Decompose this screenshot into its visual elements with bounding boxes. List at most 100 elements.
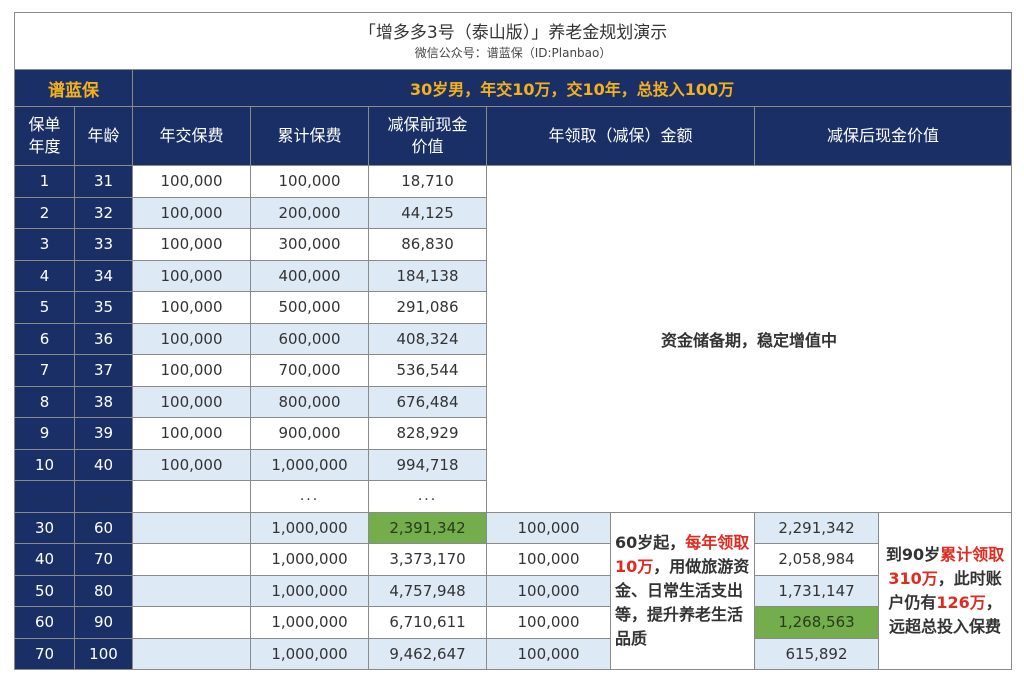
cash-value-cell: 291,086: [368, 291, 487, 324]
cash-value-before-cell: 4,757,948: [368, 574, 487, 607]
cash-value-before-cell: 6,710,611: [368, 606, 487, 639]
age-cell: 37: [74, 354, 133, 387]
withdrawal-cell: 100,000: [486, 637, 611, 670]
cash-value-cell: 44,125: [368, 196, 487, 229]
age-cell: 100: [74, 637, 133, 670]
cumulative-cell: 900,000: [250, 417, 369, 450]
note-text: ，用做旅游资金、日常生活支出等，提升养老生活品质: [615, 556, 750, 648]
cumulative-cell: 100,000: [250, 165, 369, 198]
header-cash-value-before: 减保前现金价值: [368, 106, 487, 166]
scenario-banner: 30岁男，年交10万，交10年，总投入100万: [131, 69, 1013, 107]
cumulative-cell: 400,000: [250, 259, 369, 292]
cash-value-cell: 676,484: [368, 385, 487, 418]
cumulative-cell: 300,000: [250, 228, 369, 261]
policy-year-cell: 5: [14, 291, 75, 324]
summary-note: 到90岁累计领取310万，此时账户仍有126万，远超总投入保费: [877, 511, 1013, 670]
cumulative-cell: 1,000,000: [250, 574, 369, 607]
policy-year-cell: 40: [14, 543, 75, 576]
age-cell: 33: [74, 228, 133, 261]
table-row: 4 34 100,000 400,000 184,138: [14, 259, 1012, 292]
ellipsis-cell: ...: [14, 480, 75, 513]
policy-year-cell: 9: [14, 417, 75, 450]
age-cell: 32: [74, 196, 133, 229]
pension-plan-table: 「增多多3号（泰山版）」养老金规划演示 微信公众号：谱蓝保（ID:Planbao…: [13, 12, 1013, 670]
table-row: 40 70 1,000,000 3,373,170 100,000 2,058,…: [14, 543, 1012, 576]
cash-value-before-cell: 9,462,647: [368, 637, 487, 670]
cumulative-cell: 1,000,000: [250, 606, 369, 639]
accumulation-note: 资金储备期，稳定增值中: [485, 165, 1013, 513]
policy-year-cell: 10: [14, 448, 75, 481]
cash-value-after-cell: 2,058,984: [754, 543, 879, 576]
premium-cell: 100,000: [132, 448, 251, 481]
table-row: 1 31 100,000 100,000 18,710 资金储备期，稳定增值中: [14, 165, 1013, 513]
brand-label: 谱蓝保: [14, 69, 133, 107]
note-text: 到90岁: [885, 544, 941, 564]
withdrawal-cell: 100,000: [486, 543, 611, 576]
withdrawal-cell: 100,000: [486, 574, 611, 607]
cumulative-cell: 700,000: [250, 354, 369, 387]
premium-cell: 100,000: [132, 291, 251, 324]
policy-year-cell: 4: [14, 259, 75, 292]
age-cell: 80: [74, 574, 133, 607]
cash-value-after-cell: 615,892: [754, 637, 879, 670]
table-row: 5 35 100,000 500,000 291,086: [14, 291, 1012, 324]
policy-year-cell: 50: [14, 574, 75, 607]
cash-value-cell: 994,718: [368, 448, 487, 481]
table-row: 70 100 1,000,000 9,462,647 100,000 615,8…: [14, 637, 1012, 670]
cash-value-before-highlight: 2,391,342: [368, 511, 487, 544]
header-annual-premium: 年交保费: [132, 106, 251, 166]
policy-year-cell: 70: [14, 637, 75, 670]
table-row: 9 39 100,000 900,000 828,929: [14, 417, 1012, 450]
policy-year-cell: 30: [14, 511, 75, 544]
premium-cell: 100,000: [132, 259, 251, 292]
ellipsis-row: ... ... ... ...: [14, 480, 1012, 513]
age-cell: 39: [74, 417, 133, 450]
age-cell: 35: [74, 291, 133, 324]
table-row: 60 90 1,000,000 6,710,611 100,000 1,268,…: [14, 606, 1012, 639]
header-policy-year: 保单年度: [14, 106, 75, 166]
premium-cell: 100,000: [132, 165, 251, 198]
header-cash-value-after: 减保后现金价值: [753, 106, 1013, 166]
premium-cell: 100,000: [132, 385, 251, 418]
age-cell: 31: [74, 165, 133, 198]
policy-year-cell: 6: [14, 322, 75, 355]
age-cell: 38: [74, 385, 133, 418]
ellipsis-cell: ...: [74, 480, 133, 513]
table-row: 2 32 100,000 200,000 44,125: [14, 196, 1012, 229]
cumulative-cell: 200,000: [250, 196, 369, 229]
note-emphasis: 累计领取310万: [888, 544, 1005, 588]
cash-value-cell: 184,138: [368, 259, 487, 292]
cumulative-cell: 1,000,000: [250, 637, 369, 670]
cash-value-cell: 408,324: [368, 322, 487, 355]
ellipsis-cell: ...: [368, 480, 487, 513]
title-block: 「增多多3号（泰山版）」养老金规划演示 微信公众号：谱蓝保（ID:Planbao…: [13, 12, 1013, 70]
premium-cell: 100,000: [132, 196, 251, 229]
premium-cell: 100,000: [132, 354, 251, 387]
empty-cell: [132, 606, 251, 639]
policy-year-cell: 3: [14, 228, 75, 261]
cumulative-cell: 1,000,000: [250, 448, 369, 481]
cash-value-before-cell: 3,373,170: [368, 543, 487, 576]
cash-value-cell: 86,830: [368, 228, 487, 261]
cumulative-cell: 1,000,000: [250, 511, 369, 544]
empty-cell: [132, 543, 251, 576]
cash-value-cell: 828,929: [368, 417, 487, 450]
table-row: 30 60 1,000,000 2,391,342 100,000 60岁起，每…: [14, 511, 1013, 670]
note-emphasis: 每年领取10万: [615, 532, 750, 576]
withdrawal-note: 60岁起，每年领取10万，用做旅游资金、日常生活支出等，提升养老生活品质: [610, 511, 755, 670]
policy-year-cell: 1: [14, 165, 75, 198]
age-cell: 70: [74, 543, 133, 576]
cash-value-after-cell: 2,291,342: [754, 511, 879, 544]
table-row: 8 38 100,000 800,000 676,484: [14, 385, 1012, 418]
empty-cell: [132, 511, 251, 544]
cumulative-cell: 800,000: [250, 385, 369, 418]
cash-value-cell: 18,710: [368, 165, 487, 198]
policy-year-cell: 60: [14, 606, 75, 639]
page-subtitle: 微信公众号：谱蓝保（ID:Planbao）: [414, 46, 612, 60]
ellipsis-cell: ...: [250, 480, 369, 513]
age-cell: 90: [74, 606, 133, 639]
note-text: 60岁起，: [615, 532, 686, 552]
cash-value-cell: 536,544: [368, 354, 487, 387]
table-row: 10 40 100,000 1,000,000 994,718: [14, 448, 1012, 481]
note-text: ，此时账户仍有: [888, 568, 1002, 612]
